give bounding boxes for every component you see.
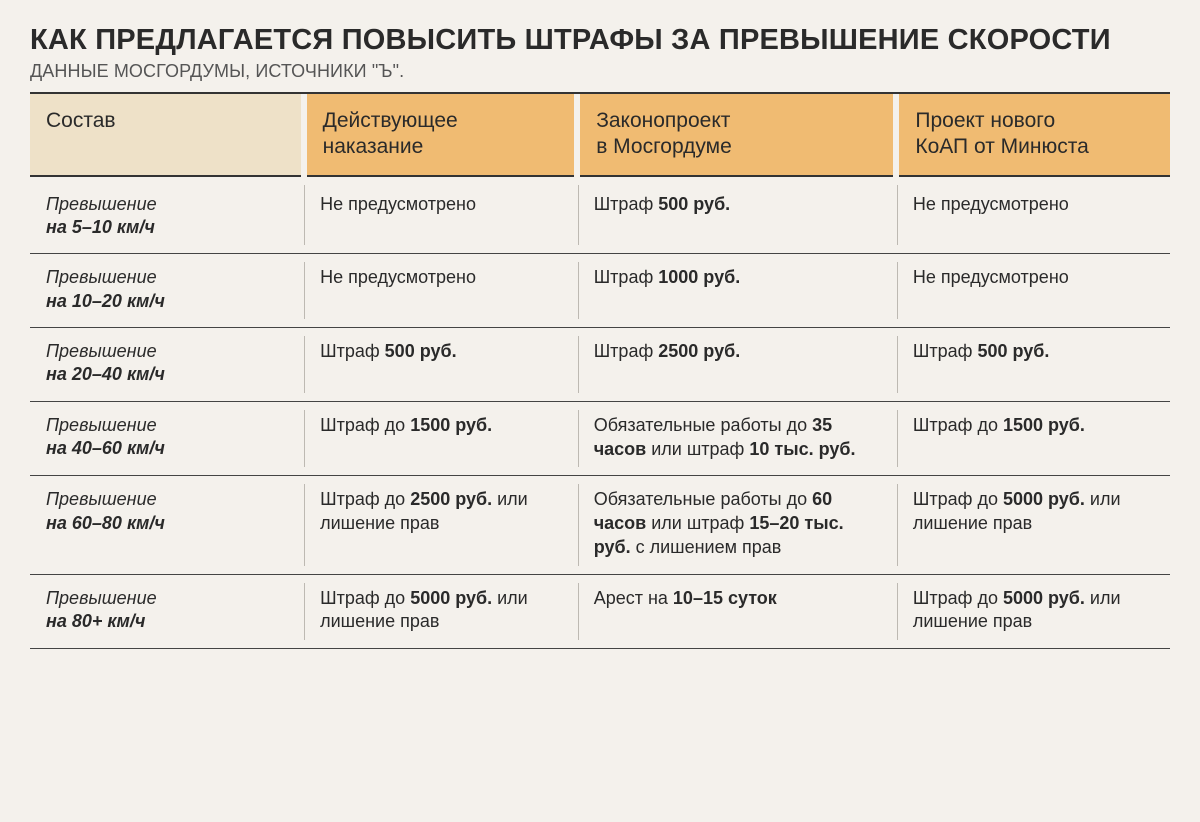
cell-koap: Штраф до 1500 руб.	[896, 401, 1170, 476]
col-header-current: Действующеенаказание	[304, 94, 578, 176]
page-title: КАК ПРЕДЛАГАЕТСЯ ПОВЫСИТЬ ШТРАФЫ ЗА ПРЕВ…	[30, 24, 1170, 57]
col-header-mosduma: Законопроектв Мосгордуме	[577, 94, 896, 176]
table-row: Превышениена 40–60 км/чШтраф до 1500 руб…	[30, 401, 1170, 476]
table-row: Превышениена 80+ км/чШтраф до 5000 руб. …	[30, 574, 1170, 649]
cell-current: Не предусмотрено	[304, 254, 578, 328]
page-subtitle: ДАННЫЕ МОСГОРДУМЫ, ИСТОЧНИКИ "Ъ".	[30, 61, 1170, 82]
col-header-koap: Проект новогоКоАП от Минюста	[896, 94, 1170, 176]
cell-offense: Превышениена 5–10 км/ч	[30, 176, 304, 254]
cell-koap: Не предусмотрено	[896, 254, 1170, 328]
cell-koap: Штраф 500 руб.	[896, 328, 1170, 402]
table-row: Превышениена 20–40 км/чШтраф 500 руб.Штр…	[30, 328, 1170, 402]
cell-current: Штраф до 2500 руб. или лишение прав	[304, 476, 578, 574]
cell-mosduma: Обязательные работы до 35 часов или штра…	[577, 401, 896, 476]
table-row: Превышениена 10–20 км/чНе предусмотреноШ…	[30, 254, 1170, 328]
cell-mosduma: Штраф 1000 руб.	[577, 254, 896, 328]
table-body: Превышениена 5–10 км/чНе предусмотреноШт…	[30, 176, 1170, 649]
table-row: Превышениена 60–80 км/чШтраф до 2500 руб…	[30, 476, 1170, 574]
cell-offense: Превышениена 40–60 км/ч	[30, 401, 304, 476]
cell-current: Штраф до 5000 руб. или лишение прав	[304, 574, 578, 649]
cell-offense: Превышениена 10–20 км/ч	[30, 254, 304, 328]
cell-offense: Превышениена 20–40 км/ч	[30, 328, 304, 402]
table-row: Превышениена 5–10 км/чНе предусмотреноШт…	[30, 176, 1170, 254]
page-container: КАК ПРЕДЛАГАЕТСЯ ПОВЫСИТЬ ШТРАФЫ ЗА ПРЕВ…	[0, 0, 1200, 679]
cell-current: Штраф до 1500 руб.	[304, 401, 578, 476]
col-header-offense: Состав	[30, 94, 304, 176]
cell-koap: Не предусмотрено	[896, 176, 1170, 254]
cell-mosduma: Штраф 2500 руб.	[577, 328, 896, 402]
table-header-row: Состав Действующеенаказание Законопроект…	[30, 94, 1170, 176]
cell-koap: Штраф до 5000 руб. или лишение прав	[896, 476, 1170, 574]
cell-offense: Превышениена 80+ км/ч	[30, 574, 304, 649]
cell-mosduma: Арест на 10–15 суток	[577, 574, 896, 649]
cell-koap: Штраф до 5000 руб. или лишение прав	[896, 574, 1170, 649]
cell-mosduma: Обязательные работы до 60 часов или штра…	[577, 476, 896, 574]
cell-mosduma: Штраф 500 руб.	[577, 176, 896, 254]
cell-current: Штраф 500 руб.	[304, 328, 578, 402]
cell-offense: Превышениена 60–80 км/ч	[30, 476, 304, 574]
fines-table: Состав Действующеенаказание Законопроект…	[30, 94, 1170, 649]
cell-current: Не предусмотрено	[304, 176, 578, 254]
